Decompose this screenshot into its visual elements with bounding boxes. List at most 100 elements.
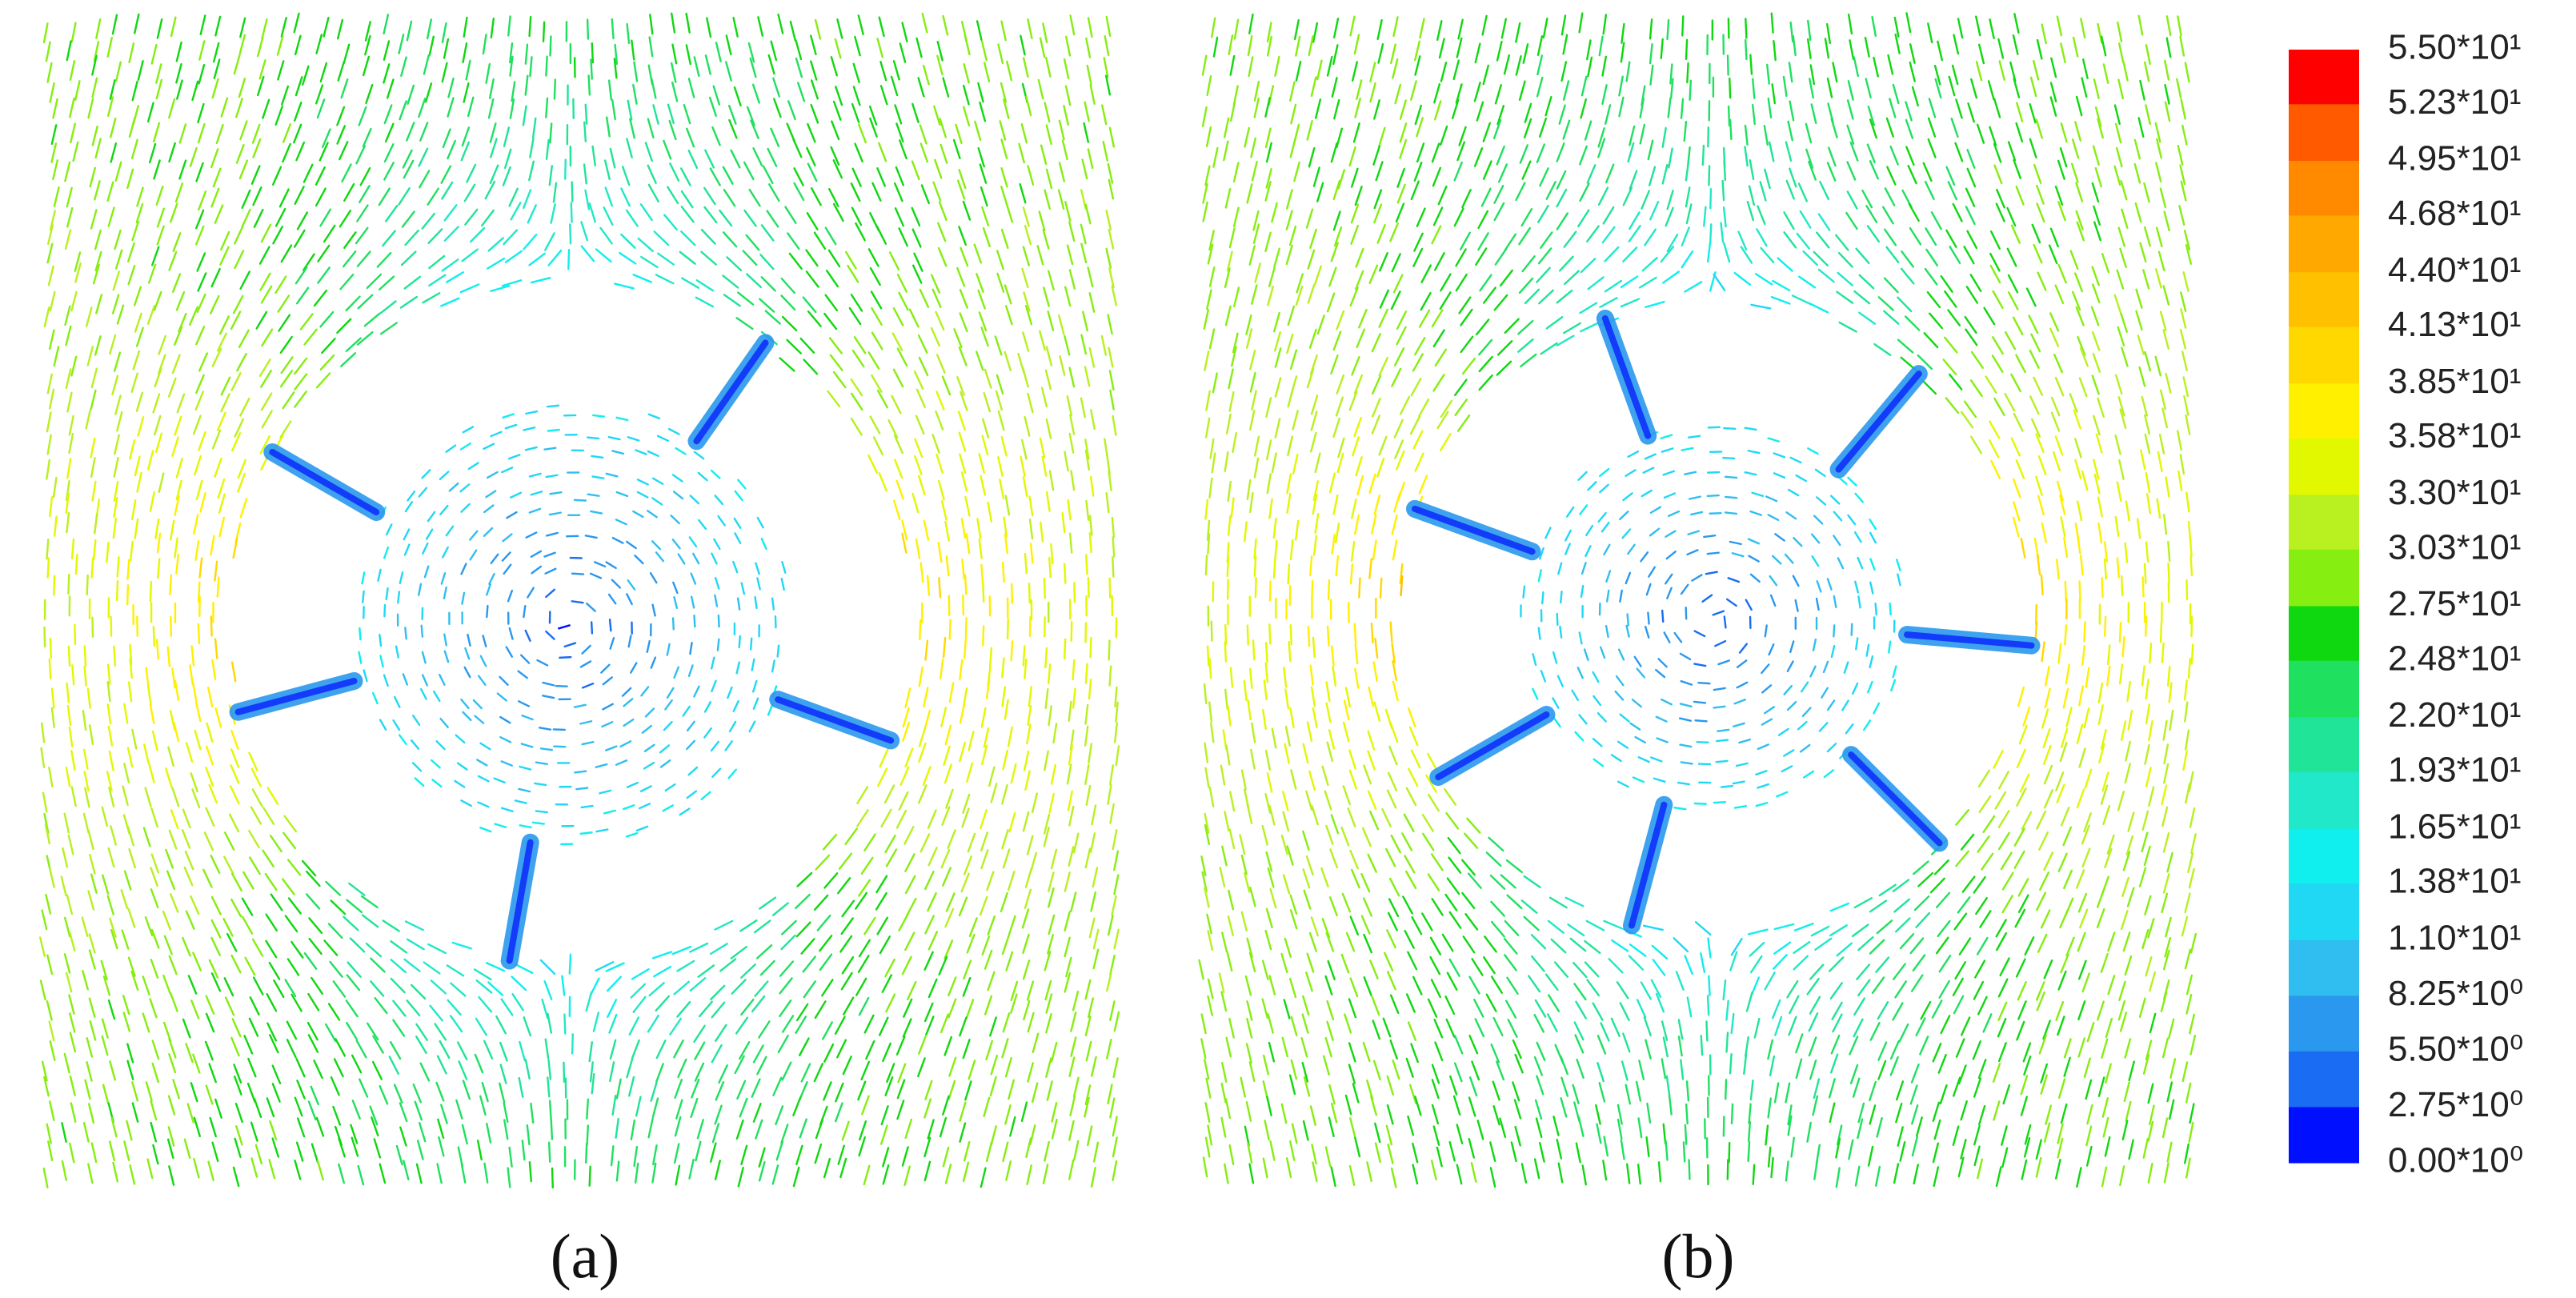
- vector-arrow: [1815, 597, 1820, 611]
- vector-arrow: [2092, 283, 2101, 304]
- vector-arrow: [692, 552, 700, 565]
- vector-arrow: [323, 939, 339, 956]
- vector-arrow: [1712, 610, 1725, 616]
- vector-arrow: [575, 787, 589, 791]
- vector-arrow: [649, 14, 654, 35]
- vector-arrow: [69, 1012, 76, 1033]
- vector-arrow: [1026, 723, 1032, 745]
- vector-arrow: [1266, 772, 1273, 793]
- vector-arrow: [856, 809, 869, 827]
- vector-arrow: [205, 1012, 215, 1033]
- vector-arrow: [2013, 827, 2025, 847]
- vector-arrow: [1989, 264, 2001, 284]
- vector-arrow: [852, 62, 860, 84]
- vector-arrow: [780, 919, 797, 935]
- vector-arrow: [307, 992, 320, 1012]
- vector-arrow: [987, 915, 996, 935]
- vector-arrow: [2002, 1084, 2011, 1105]
- vector-arrow: [150, 853, 160, 874]
- vector-arrow: [1584, 120, 1592, 141]
- vector-arrow: [1821, 687, 1829, 699]
- vector-arrow: [732, 17, 739, 38]
- vector-arrow: [1039, 437, 1046, 459]
- vector-arrow: [2042, 727, 2051, 749]
- vector-arrow: [1312, 166, 1320, 187]
- vector-arrow: [858, 996, 870, 1016]
- vector-arrow: [1003, 516, 1008, 538]
- vector-arrow: [980, 186, 988, 207]
- vector-arrow: [653, 965, 672, 978]
- vector-arrow: [1051, 1102, 1058, 1123]
- vector-arrow: [2017, 894, 2029, 914]
- vector-arrow: [2119, 1165, 2125, 1187]
- vector-arrow: [1202, 1156, 1208, 1178]
- vector-arrow: [1625, 624, 1630, 638]
- vector-arrow: [122, 785, 129, 807]
- vector-arrow: [1286, 473, 1292, 495]
- vector-arrow: [775, 1105, 784, 1126]
- vector-arrow: [1349, 915, 1360, 935]
- vector-arrow: [1515, 22, 1521, 43]
- vector-arrow: [282, 142, 291, 163]
- vector-arrow: [2178, 205, 2185, 226]
- vector-arrow: [1004, 699, 1009, 720]
- vector-arrow: [680, 190, 694, 209]
- vector-arrow: [543, 447, 557, 451]
- vector-arrow: [1629, 170, 1638, 190]
- vector-arrow: [1204, 812, 1210, 834]
- vector-arrow: [402, 673, 409, 686]
- colorbar-label: 3.85*10¹: [2388, 362, 2521, 401]
- vector-arrow: [152, 1144, 159, 1165]
- vector-arrow: [1412, 1142, 1419, 1164]
- vector-arrow: [1372, 661, 1378, 683]
- vector-arrow: [781, 1015, 795, 1033]
- vector-arrow: [1067, 499, 1072, 521]
- vector-arrow: [1202, 201, 1208, 222]
- vector-arrow: [2031, 418, 2041, 439]
- vector-arrow: [1265, 168, 1272, 189]
- vector-arrow: [239, 498, 248, 519]
- vector-arrow: [636, 491, 649, 499]
- vector-arrow: [126, 1043, 134, 1064]
- vector-arrow: [2144, 61, 2150, 82]
- vector-arrow: [671, 12, 676, 34]
- vector-arrow: [1680, 680, 1693, 686]
- vector-arrow: [460, 698, 470, 710]
- vector-arrow: [938, 955, 948, 976]
- vector-arrow: [650, 1081, 658, 1102]
- vector-arrow: [67, 573, 70, 595]
- vector-arrow: [1452, 59, 1460, 80]
- vector-arrow: [1564, 543, 1571, 555]
- vector-arrow: [1924, 267, 1938, 286]
- vector-arrow: [430, 980, 447, 995]
- vector-arrow: [487, 237, 504, 252]
- vector-arrow: [1744, 427, 1757, 431]
- vector-arrow: [807, 122, 816, 143]
- vector-arrow: [1845, 211, 1858, 230]
- vector-arrow: [510, 202, 522, 221]
- vector-arrow: [1003, 98, 1010, 119]
- vector-arrow: [2097, 1076, 2105, 1097]
- vector-arrow: [1200, 1038, 1207, 1060]
- vector-arrow: [149, 580, 153, 603]
- vector-arrow: [241, 208, 251, 228]
- vector-arrow: [1068, 744, 1074, 766]
- vector-arrow: [170, 809, 179, 830]
- vector-arrow: [230, 748, 240, 768]
- vector-arrow: [724, 740, 733, 751]
- vector-arrow: [1552, 651, 1558, 664]
- vector-arrow: [1373, 99, 1380, 120]
- vector-arrow: [1954, 961, 1967, 980]
- vector-arrow: [927, 978, 938, 999]
- spoke-core: [1848, 751, 1943, 847]
- vector-arrow: [1246, 1000, 1253, 1021]
- vector-arrow: [1894, 980, 1908, 999]
- vector-arrow: [2176, 430, 2182, 451]
- vector-arrow: [238, 159, 249, 180]
- vector-arrow: [1835, 1167, 1841, 1188]
- vector-arrow: [1684, 955, 1693, 975]
- vector-arrow: [1050, 848, 1058, 870]
- vector-arrow: [688, 1158, 695, 1180]
- vector-arrow: [279, 370, 294, 388]
- vector-arrow: [274, 275, 287, 294]
